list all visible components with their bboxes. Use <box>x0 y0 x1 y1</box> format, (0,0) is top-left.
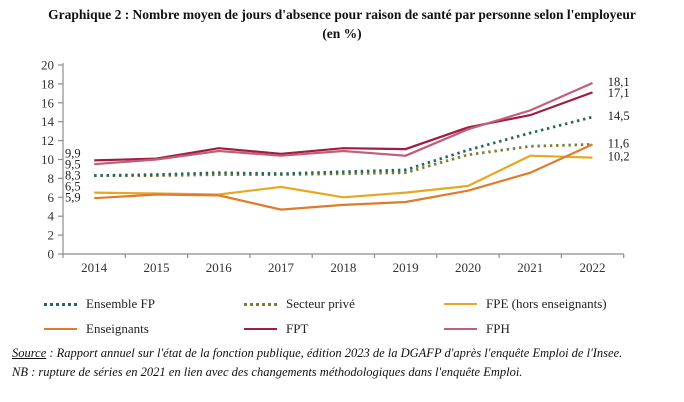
svg-text:17,1: 17,1 <box>608 86 630 100</box>
svg-text:5,9: 5,9 <box>65 190 81 204</box>
legend-label: FPE (hors enseignants) <box>486 296 607 311</box>
series-FPH <box>94 81 593 166</box>
svg-text:10,2: 10,2 <box>608 150 630 164</box>
svg-text:10: 10 <box>41 152 54 167</box>
source-line: Source : Rapport annuel sur l'état de la… <box>12 344 678 363</box>
svg-text:2022: 2022 <box>580 260 606 275</box>
legend-swatch-fph <box>444 328 477 330</box>
legend-item-fpe: FPE (hors enseignants) <box>444 296 656 312</box>
series-Ensemble FP <box>94 115 593 177</box>
svg-text:2020: 2020 <box>455 260 481 275</box>
chart-legend: Ensemble FP Secteur privé FPE (hors ense… <box>44 296 656 337</box>
nb-line: NB : rupture de séries en 2021 en lien a… <box>12 364 523 379</box>
svg-text:14: 14 <box>41 114 55 129</box>
svg-text:9,5: 9,5 <box>65 157 81 171</box>
svg-text:8: 8 <box>48 171 55 186</box>
legend-swatch-fpt <box>244 328 277 330</box>
series-FPT <box>94 91 593 162</box>
legend-item-fph: FPH <box>444 321 656 337</box>
svg-text:2015: 2015 <box>143 260 169 275</box>
legend-item-secteur-prive: Secteur privé <box>244 296 444 312</box>
legend-item-enseignants: Enseignants <box>44 321 244 337</box>
svg-text:16: 16 <box>41 95 55 110</box>
svg-text:2014: 2014 <box>81 260 108 275</box>
legend-swatch-enseignants <box>44 328 77 330</box>
source-note: Source : Rapport annuel sur l'état de la… <box>12 344 678 382</box>
chart-title: Graphique 2 : Nombre moyen de jours d'ab… <box>48 7 636 41</box>
svg-text:18: 18 <box>41 76 54 91</box>
value-labels: 9,99,58,36,55,9 18,117,1 14,5 11,610,2 <box>65 75 630 204</box>
svg-text:12: 12 <box>41 133 54 148</box>
source-text: : Rapport annuel sur l'état de la foncti… <box>46 346 623 360</box>
legend-label: Enseignants <box>86 321 149 336</box>
legend-swatch-fpe <box>444 303 477 305</box>
legend-label: FPT <box>286 321 309 336</box>
legend-label: FPH <box>486 321 510 336</box>
svg-text:20: 20 <box>41 58 54 73</box>
svg-text:2018: 2018 <box>330 260 356 275</box>
svg-text:6,5: 6,5 <box>65 179 81 193</box>
series-Enseignants <box>94 143 593 211</box>
legend-item-fpt: FPT <box>244 321 444 337</box>
svg-text:11,6: 11,6 <box>608 136 629 150</box>
svg-text:9,9: 9,9 <box>65 146 81 160</box>
svg-text:18,1: 18,1 <box>608 75 630 89</box>
legend-swatch-secteur-prive <box>244 302 277 306</box>
axes: 0 2 4 6 8 10 12 14 16 18 20 2014 2015 2016 2017 2018 201… <box>41 58 625 275</box>
legend-label: Ensemble FP <box>86 296 155 311</box>
svg-text:8,3: 8,3 <box>65 168 81 182</box>
svg-text:2: 2 <box>48 228 55 243</box>
legend-label: Secteur privé <box>286 296 355 311</box>
svg-text:2016: 2016 <box>206 260 233 275</box>
svg-text:14,5: 14,5 <box>608 109 630 123</box>
svg-text:0: 0 <box>48 247 55 262</box>
svg-text:6: 6 <box>48 190 55 205</box>
svg-text:2019: 2019 <box>393 260 419 275</box>
source-label: Source <box>12 346 47 360</box>
line-chart: 0 2 4 6 8 10 12 14 16 18 20 2014 2015 2016 2017 2018 201… <box>41 58 630 276</box>
series-Secteur privé <box>94 143 593 177</box>
svg-text:2021: 2021 <box>517 260 543 275</box>
legend-swatch-ensemble-fp <box>44 302 77 306</box>
svg-text:2017: 2017 <box>268 260 295 275</box>
svg-text:4: 4 <box>48 209 55 224</box>
legend-item-ensemble-fp: Ensemble FP <box>44 296 244 312</box>
